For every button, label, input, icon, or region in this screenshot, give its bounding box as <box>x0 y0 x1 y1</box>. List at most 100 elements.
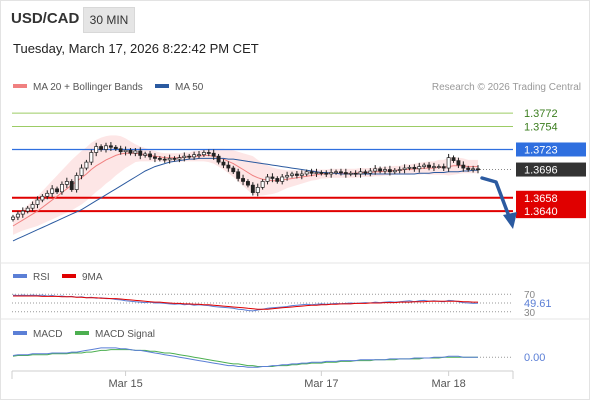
candle-body <box>285 175 290 178</box>
candle-body <box>226 164 231 169</box>
candle-body <box>476 168 480 171</box>
candle-body <box>79 167 84 176</box>
candle-body <box>304 171 309 175</box>
resistance-label: 1.3754 <box>524 121 558 133</box>
candle-body <box>265 176 270 182</box>
candle-body <box>45 192 50 197</box>
candle-body <box>138 150 143 156</box>
candle-body <box>99 146 104 150</box>
candle-body <box>113 146 118 150</box>
candle-body <box>397 169 402 171</box>
candle-body <box>25 207 30 212</box>
macd-signal-legend-swatch <box>75 331 89 335</box>
macd-signal-line <box>12 349 478 367</box>
candle-body <box>206 152 211 154</box>
current-price-label: 1.3696 <box>524 165 558 177</box>
candle-body <box>348 172 353 175</box>
candle-body <box>30 204 35 209</box>
candle-body <box>69 181 74 190</box>
candle-body <box>211 152 216 157</box>
candle-body <box>231 167 236 173</box>
candle-body <box>387 169 392 173</box>
candle-body <box>236 171 241 179</box>
ma50-legend-label: MA 50 <box>175 82 204 93</box>
rsi-legend-swatch <box>13 274 27 278</box>
current-price-box <box>516 162 586 177</box>
candle-body <box>20 210 25 215</box>
timestamp: Tuesday, March 17, 2026 8:22:42 PM CET <box>13 41 259 56</box>
candle-body <box>245 181 250 186</box>
rsi-level-label: 30 <box>524 308 536 319</box>
ma20-legend-label: MA 20 + Bollinger Bands <box>33 82 143 93</box>
symbol-title: USD/CAD <box>11 10 80 27</box>
time-axis-labels: Mar 15 Mar 17 Mar 18 <box>108 371 466 390</box>
candle-body <box>89 152 94 163</box>
candle-body <box>319 172 324 174</box>
resistance-label: 1.3772 <box>524 108 558 120</box>
candle-body <box>368 170 373 174</box>
candle-body <box>314 172 319 174</box>
candle-body <box>94 146 99 153</box>
candle-body <box>59 184 64 193</box>
candle-body <box>187 155 192 158</box>
candle-body <box>40 195 45 201</box>
candle-body <box>378 168 383 172</box>
time-axis-label: Mar 18 <box>432 378 466 390</box>
candle-body <box>64 181 69 185</box>
rsi-ma-legend-swatch <box>62 274 76 278</box>
candle-body <box>431 166 436 168</box>
candle-body <box>324 172 329 175</box>
candle-body <box>363 171 368 174</box>
candle-body <box>373 168 378 172</box>
candle-body <box>255 187 260 193</box>
candle-body <box>192 154 197 158</box>
candle-body <box>197 154 201 157</box>
candle-body <box>55 188 60 193</box>
candle-body <box>50 188 55 194</box>
candle-body <box>299 173 304 176</box>
candle-body <box>143 153 148 156</box>
candle-body <box>162 158 167 161</box>
candle-body <box>270 176 275 179</box>
candle-body <box>216 155 221 163</box>
candle-body <box>182 155 187 159</box>
candle-body <box>148 153 153 158</box>
macd-panel: 0.00 <box>12 347 545 368</box>
candle-body <box>456 160 461 166</box>
pivot-label-box <box>516 142 586 157</box>
candle-body <box>392 169 397 173</box>
candle-body <box>436 166 441 168</box>
support-label-box <box>516 190 586 205</box>
candle-body <box>294 173 299 176</box>
candle-body <box>334 171 339 174</box>
candle-body <box>290 173 294 176</box>
support-label: 1.3640 <box>524 206 558 218</box>
candle-body <box>329 172 334 175</box>
ma50-line <box>12 157 478 242</box>
candle-body <box>260 181 265 188</box>
support-label-box <box>516 204 586 219</box>
candle-body <box>128 149 133 154</box>
rsi-value-label: 49.61 <box>524 298 552 310</box>
candle-body <box>407 166 412 169</box>
candle-body <box>383 169 387 172</box>
candle-body <box>104 145 108 150</box>
pivot-label: 1.3723 <box>524 144 558 156</box>
rsi-ma-legend-label: 9MA <box>82 272 103 283</box>
candle-body <box>241 178 246 182</box>
candle-body <box>118 148 123 153</box>
candle-body <box>167 158 172 161</box>
candle-body <box>157 158 162 160</box>
candle-body <box>338 171 343 174</box>
candle-body <box>35 199 40 205</box>
candle-body <box>133 150 138 154</box>
candle-body <box>422 164 427 167</box>
candle-body <box>108 145 113 148</box>
candle-body <box>250 184 255 193</box>
candle-body <box>358 171 363 175</box>
candle-body <box>412 166 417 170</box>
timeframe-button[interactable]: 30 MIN <box>83 7 135 33</box>
